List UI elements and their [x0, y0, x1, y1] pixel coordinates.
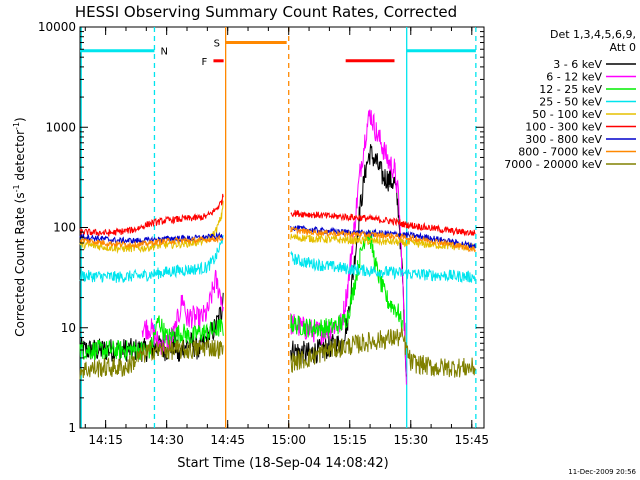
x-tick-label: 15:45	[454, 433, 489, 447]
y-tick-label: 100	[53, 221, 76, 235]
boundary-lines	[80, 27, 477, 428]
legend-label: 25 - 50 keV	[539, 96, 602, 109]
series-line	[79, 235, 476, 284]
legend-label: 7000 - 20000 keV	[504, 158, 602, 171]
series-line	[79, 226, 476, 253]
legend-header-detectors: Det 1,3,4,5,6,9,	[550, 28, 636, 41]
flag-label: F	[201, 57, 207, 68]
series-line	[79, 326, 476, 380]
x-axis-label: Start Time (18-Sep-04 14:08:42)	[177, 456, 388, 471]
x-tick-label: 14:15	[88, 433, 123, 447]
x-tick-label: 14:45	[210, 433, 245, 447]
series-line	[79, 193, 476, 237]
flag-bars: N SF	[80, 39, 476, 68]
legend-label: 300 - 800 keV	[525, 133, 602, 146]
legend-label: 12 - 25 keV	[539, 83, 602, 96]
flag-label: N	[160, 47, 167, 58]
y-axis-label: Corrected Count Rate (s-1 detector-1)	[12, 117, 27, 336]
x-tick-label: 15:00	[271, 433, 306, 447]
series-line	[79, 230, 403, 362]
legend-label: 6 - 12 keV	[546, 71, 602, 84]
y-tick-label: 1	[68, 421, 76, 435]
y-tick-label: 10	[61, 321, 76, 335]
axis-ticks: 1 10 100 1000 10000 14:15 14:30 14:45 15:00 15:15…	[38, 20, 489, 447]
x-tick-label: 15:30	[393, 433, 428, 447]
x-tick-label: 14:30	[149, 433, 184, 447]
flag-label: S	[214, 39, 220, 50]
x-tick-label: 15:15	[332, 433, 367, 447]
date-stamp: 11-Dec-2009 20:56	[568, 468, 636, 476]
series-lines	[79, 109, 476, 385]
y-tick-label: 10000	[38, 20, 76, 34]
y-tick-label: 1000	[45, 120, 76, 134]
legend-header-attenuator: Att 0	[610, 41, 636, 54]
legend-label: 100 - 300 keV	[525, 121, 602, 134]
legend-label: 800 - 7000 keV	[518, 146, 602, 159]
legend-label: 3 - 6 keV	[553, 58, 602, 71]
chart-title: HESSI Observing Summary Count Rates, Cor…	[75, 3, 457, 21]
legend-label: 50 - 100 keV	[532, 108, 602, 121]
